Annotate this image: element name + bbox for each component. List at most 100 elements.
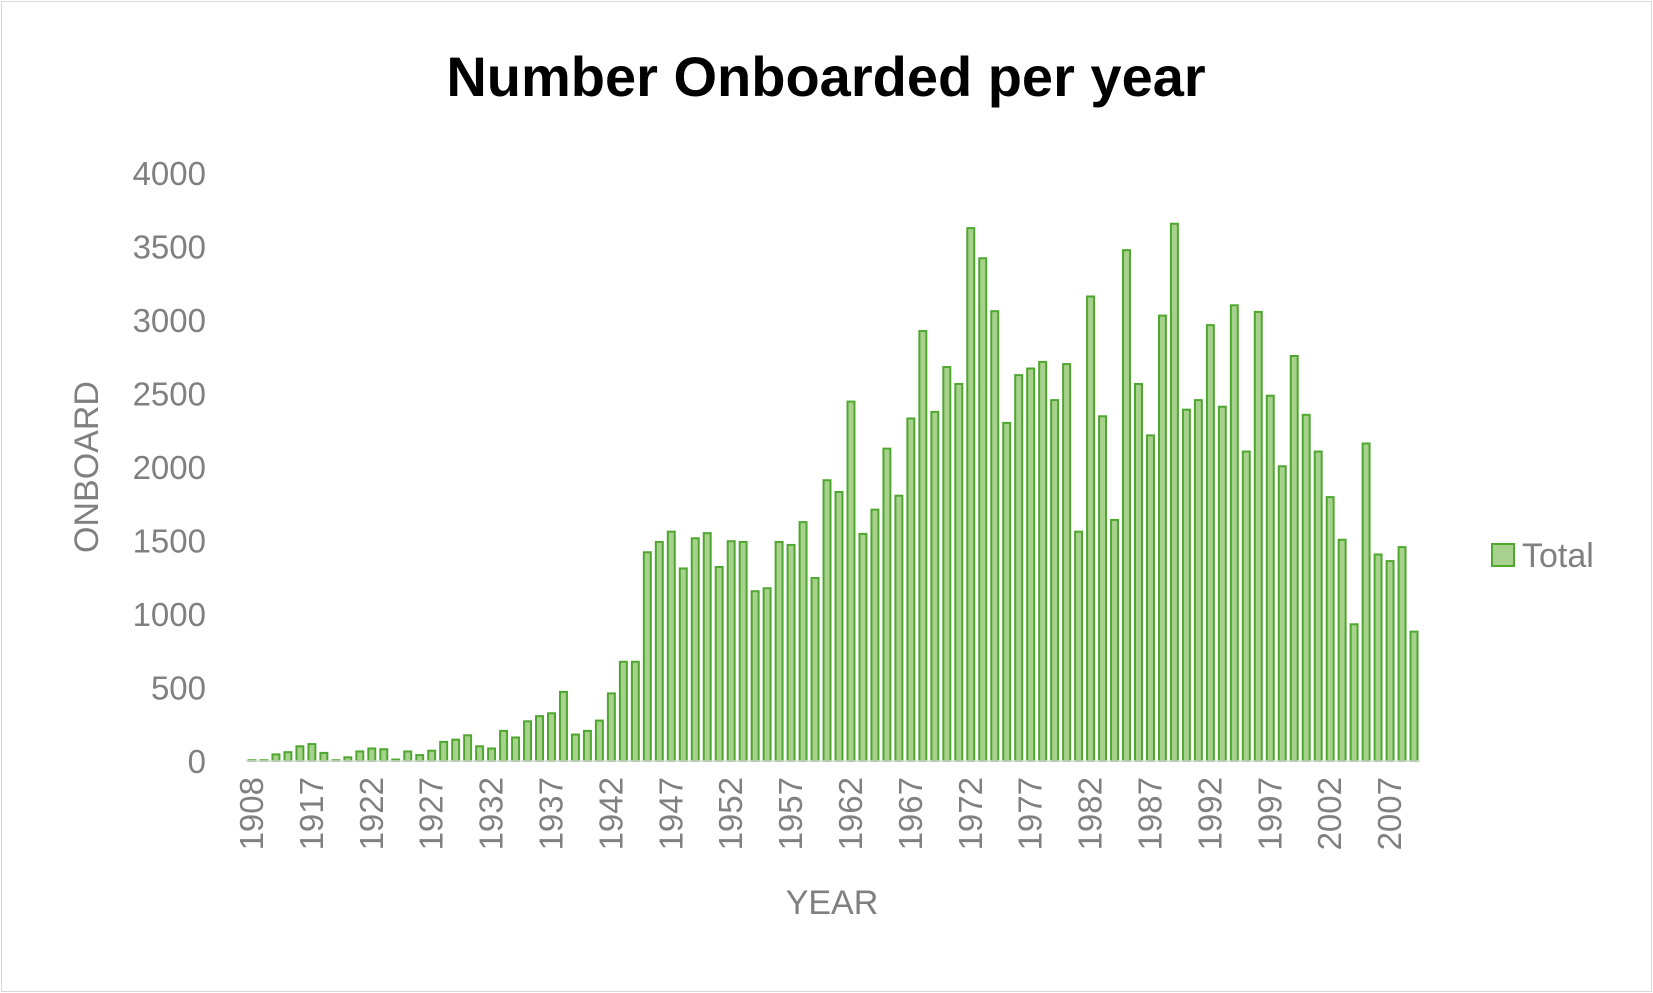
bar bbox=[834, 490, 844, 762]
bar bbox=[1169, 222, 1179, 763]
bar bbox=[714, 565, 724, 763]
x-tick-label: 1967 bbox=[892, 777, 929, 850]
bar bbox=[271, 753, 281, 763]
bar bbox=[1026, 367, 1036, 762]
x-axis-title: YEAR bbox=[786, 884, 879, 922]
bar bbox=[930, 410, 940, 763]
bar bbox=[1241, 450, 1251, 762]
x-tick-label: 1952 bbox=[712, 777, 749, 850]
bar bbox=[1253, 310, 1263, 762]
bar bbox=[1157, 314, 1167, 762]
bar bbox=[822, 479, 832, 762]
bar bbox=[1409, 630, 1419, 763]
y-tick-label: 2500 bbox=[133, 376, 206, 413]
bar bbox=[654, 540, 664, 762]
bar bbox=[1385, 560, 1395, 763]
bar bbox=[463, 734, 473, 763]
bar bbox=[1361, 442, 1371, 762]
bar bbox=[1289, 355, 1299, 762]
bar bbox=[475, 745, 485, 762]
bar bbox=[535, 715, 544, 762]
bar bbox=[954, 382, 964, 762]
y-tick-label: 4000 bbox=[133, 155, 206, 192]
legend: Total bbox=[1491, 537, 1594, 575]
bar bbox=[918, 330, 928, 762]
bar bbox=[355, 750, 365, 763]
bar bbox=[558, 690, 568, 762]
bar bbox=[1313, 450, 1323, 762]
y-axis-ticks: 0 500 1000 1500 2000 2500 3000 3500 4000 bbox=[133, 155, 206, 780]
bar bbox=[810, 576, 820, 762]
bar bbox=[858, 532, 868, 762]
bar bbox=[1050, 399, 1060, 762]
x-tick-label: 1992 bbox=[1191, 777, 1228, 850]
bar bbox=[906, 417, 916, 762]
bar bbox=[642, 551, 652, 763]
bar bbox=[1337, 538, 1347, 763]
bar bbox=[894, 494, 904, 762]
x-tick-label: 1982 bbox=[1072, 777, 1109, 850]
bars bbox=[247, 222, 1419, 763]
bar bbox=[738, 540, 748, 762]
x-tick-label: 1997 bbox=[1251, 777, 1288, 850]
bar bbox=[283, 751, 293, 762]
y-tick-label: 2000 bbox=[133, 449, 206, 486]
x-tick-label: 1937 bbox=[533, 777, 570, 850]
x-tick-label: 1932 bbox=[473, 777, 510, 850]
bar bbox=[1098, 415, 1108, 762]
y-tick-label: 3000 bbox=[133, 302, 206, 339]
bar bbox=[798, 521, 808, 763]
bar bbox=[415, 754, 425, 762]
bar bbox=[786, 543, 796, 762]
bar bbox=[427, 749, 437, 763]
bar bbox=[690, 537, 700, 762]
bar bbox=[1349, 623, 1359, 762]
x-tick-label: 1972 bbox=[952, 777, 989, 850]
bar bbox=[882, 447, 892, 763]
bar bbox=[750, 590, 760, 762]
x-axis-ticks: 1908 1917 1922 1927 1932 1937 1942 1947 1952 1957… bbox=[233, 777, 1408, 850]
chart-title: Number Onboarded per year bbox=[446, 45, 1205, 108]
bar bbox=[618, 660, 628, 763]
bar bbox=[1193, 399, 1203, 762]
bar bbox=[978, 257, 988, 762]
bar bbox=[367, 747, 377, 762]
bar bbox=[1002, 421, 1012, 762]
legend-label-total: Total bbox=[1522, 537, 1594, 575]
bar bbox=[726, 540, 736, 762]
bar bbox=[1373, 553, 1383, 762]
bar bbox=[1205, 324, 1215, 762]
bar bbox=[307, 743, 317, 762]
bar bbox=[1325, 496, 1335, 762]
bar bbox=[319, 751, 329, 762]
bar bbox=[762, 587, 772, 763]
bar bbox=[439, 740, 449, 763]
bar bbox=[1229, 304, 1239, 762]
y-tick-label: 3500 bbox=[133, 229, 206, 266]
x-tick-label: 1977 bbox=[1012, 777, 1049, 850]
bar bbox=[547, 712, 556, 762]
bar bbox=[1265, 394, 1275, 762]
bar bbox=[1122, 249, 1131, 762]
bar bbox=[1038, 360, 1048, 762]
bar bbox=[403, 750, 413, 763]
bar bbox=[1110, 518, 1120, 762]
x-tick-label: 1927 bbox=[413, 777, 450, 850]
bar bbox=[379, 748, 389, 762]
bar bbox=[630, 660, 640, 763]
x-tick-label: 1962 bbox=[832, 777, 869, 850]
x-tick-label: 1942 bbox=[592, 777, 629, 850]
bar bbox=[966, 227, 976, 763]
bar bbox=[606, 692, 616, 763]
bar bbox=[295, 745, 305, 762]
bar bbox=[1086, 295, 1096, 762]
bar bbox=[774, 540, 784, 762]
bar bbox=[594, 719, 604, 763]
x-tick-label: 1922 bbox=[353, 777, 390, 850]
y-tick-label: 1500 bbox=[133, 523, 206, 560]
bar bbox=[570, 733, 580, 762]
bar bbox=[499, 729, 509, 762]
bar bbox=[846, 400, 856, 762]
